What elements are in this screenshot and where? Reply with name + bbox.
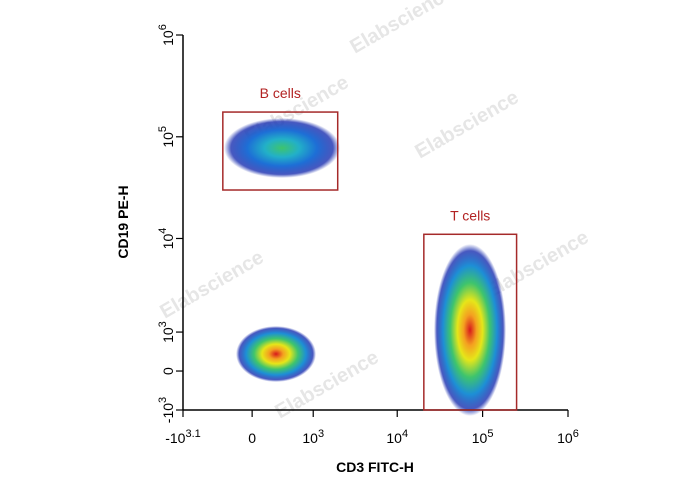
x-axis-title: CD3 FITC-H — [336, 459, 414, 475]
watermark: Elabscience — [156, 246, 267, 323]
watermark: Elabscience — [346, 0, 457, 58]
x-tick-label: 106 — [557, 428, 579, 446]
density-cloud — [434, 244, 506, 416]
density-cloud — [224, 118, 340, 178]
watermarks: Elabscience ElabscienceElabscienceElabsci… — [156, 0, 592, 423]
x-tick-label: 105 — [472, 428, 494, 446]
gate — [423, 233, 518, 411]
x-tick-label: 103 — [302, 428, 324, 446]
y-tick-label: 103 — [157, 321, 176, 343]
y-tick-label: 104 — [157, 228, 176, 250]
x-tick-label: 0 — [248, 430, 256, 446]
density-cloud — [236, 326, 316, 382]
gate — [222, 111, 339, 191]
y-tick-label: 106 — [157, 24, 176, 46]
y-tick-label: -103 — [157, 397, 176, 423]
gate-label: T cells — [450, 207, 490, 223]
y-tick-label: 105 — [157, 126, 176, 148]
x-tick-label: 104 — [386, 428, 408, 446]
gate-label: B cells — [260, 85, 301, 101]
y-tick-label: 0 — [160, 367, 176, 375]
x-tick-label: -103.1 — [165, 428, 201, 446]
watermark: Elabscience — [411, 86, 522, 163]
y-axis-title: CD19 PE-H — [115, 185, 131, 258]
